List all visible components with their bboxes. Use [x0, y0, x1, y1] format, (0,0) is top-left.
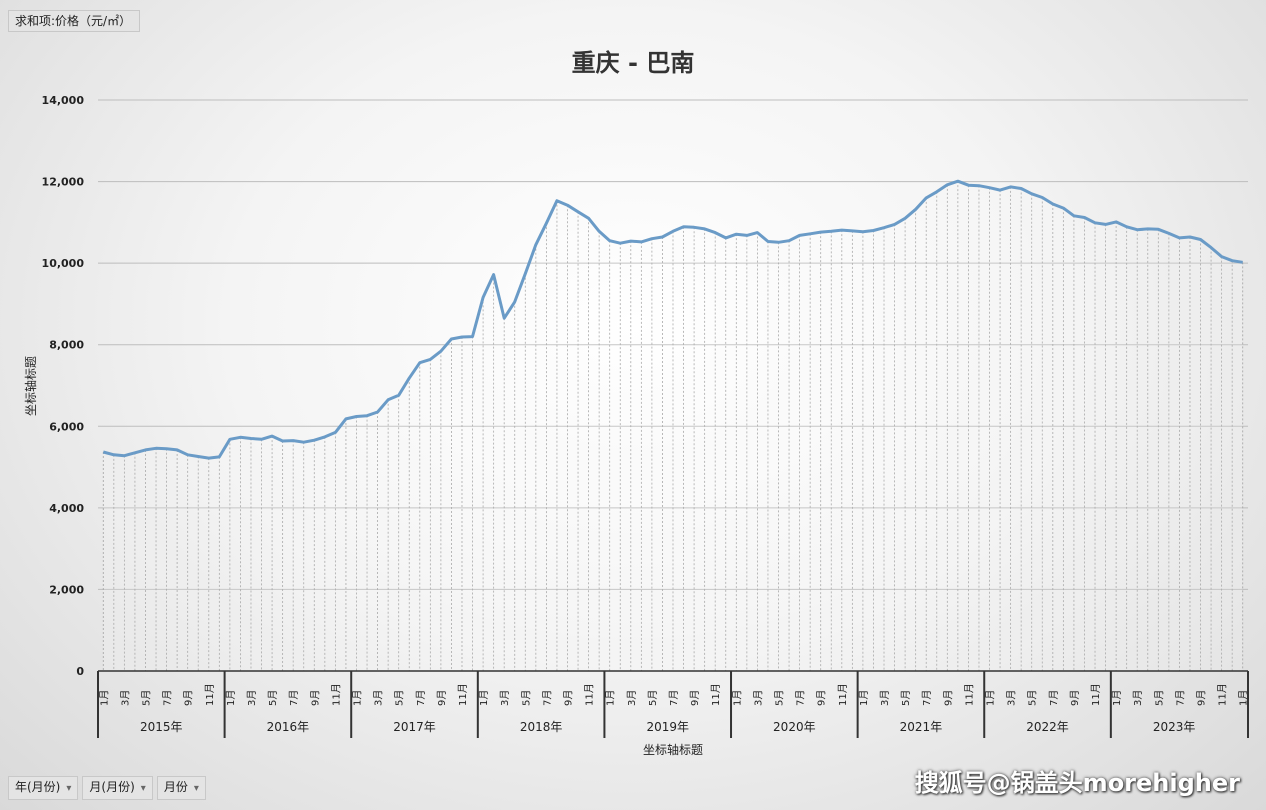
axis-field-date-label: 月份	[163, 780, 188, 794]
x-tick-label: 9月	[1196, 690, 1208, 706]
watermark: 搜狐号@锅盖头morehigher	[914, 769, 1240, 797]
year-label: 2022年	[1026, 720, 1069, 734]
x-tick-label: 1月	[1111, 690, 1123, 706]
year-label: 2021年	[900, 720, 943, 734]
x-tick-label: 3月	[626, 690, 638, 706]
year-label: 2020年	[773, 720, 816, 734]
x-tick-label: 1月	[98, 690, 110, 706]
x-tick-label: 3月	[879, 690, 891, 706]
x-tick-label: 5月	[647, 690, 659, 706]
y-tick-label: 14,000	[42, 94, 85, 107]
year-label: 2015年	[140, 720, 183, 734]
x-tick-label: 1月	[858, 690, 870, 706]
x-tick-label: 5月	[1153, 690, 1165, 706]
x-tick-label: 11月	[837, 683, 849, 706]
x-tick-label: 9月	[816, 690, 828, 706]
x-tick-label: 5月	[774, 690, 786, 706]
x-tick-label: 3月	[246, 690, 258, 706]
x-tick-label: 1月	[351, 690, 363, 706]
x-tick-label: 5月	[267, 690, 279, 706]
x-tick-label: 3月	[1132, 690, 1144, 706]
series-line	[102, 179, 1243, 460]
x-tick-label: 9月	[689, 690, 701, 706]
x-tick-label: 1月	[478, 690, 490, 706]
x-tick-label: 9月	[942, 690, 954, 706]
x-tick-label: 5月	[520, 690, 532, 706]
dropdown-icon: ▾	[140, 783, 146, 794]
x-tick-label: 1月	[1238, 690, 1250, 706]
x-tick-label: 11月	[963, 683, 975, 706]
series-group	[102, 179, 1243, 671]
x-tick-label: 9月	[562, 690, 574, 706]
year-label: 2023年	[1153, 720, 1196, 734]
y-tick-label: 10,000	[42, 257, 85, 270]
y-tick-label: 4,000	[49, 502, 84, 515]
y-tick-label: 12,000	[42, 176, 85, 189]
x-tick-label: 11月	[204, 683, 216, 706]
x-tick-label: 3月	[1006, 690, 1018, 706]
year-label: 2016年	[267, 720, 310, 734]
x-tick-label: 7月	[668, 690, 680, 706]
x-tick-label: 11月	[1217, 683, 1229, 706]
year-label: 2018年	[520, 720, 563, 734]
x-tick-label: 1月	[731, 690, 743, 706]
x-tick-label: 11月	[1090, 683, 1102, 706]
drop-lines	[102, 181, 1244, 671]
year-label: 2017年	[393, 720, 436, 734]
x-tick-label: 11月	[330, 683, 342, 706]
x-tick-label: 9月	[436, 690, 448, 706]
axis-field-month-label: 月(月份)	[89, 780, 135, 794]
axis-field-month-button[interactable]: 月(月份) ▾	[82, 776, 153, 800]
x-tick-label: 7月	[1048, 690, 1060, 706]
x-tick-label: 11月	[457, 683, 469, 706]
x-tick-label: 1月	[985, 690, 997, 706]
x-tick-label: 7月	[1174, 690, 1186, 706]
y-axis: 0 2,000 4,000 6,000 8,000 10,000 12,000 14,000	[42, 94, 85, 678]
dropdown-icon: ▾	[66, 783, 72, 794]
y-tick-label: 2,000	[49, 583, 84, 596]
x-tick-label: 9月	[1069, 690, 1081, 706]
x-tick-label: 3月	[752, 690, 764, 706]
chart-title: 重庆 - 巴南	[572, 49, 695, 77]
x-tick-label: 1月	[225, 690, 237, 706]
axis-field-buttons: 年(月份) ▾ 月(月份) ▾ 月份 ▾	[8, 776, 206, 800]
series-area	[103, 181, 1243, 671]
x-tick-label: 11月	[584, 683, 596, 706]
x-axis: 1月 3月 5月 7月 9月 11月 1月 3月 5月 7月 9月 11月 1月 3月 5月 7月 9月 11月 1…	[97, 670, 1250, 738]
x-tick-label: 11月	[710, 683, 722, 706]
x-tick-label: 3月	[499, 690, 511, 706]
year-label: 2019年	[646, 720, 689, 734]
y-tick-label: 6,000	[49, 420, 84, 433]
x-tick-label: 3月	[119, 690, 131, 706]
x-tick-label: 7月	[541, 690, 553, 706]
x-tick-label: 3月	[373, 690, 385, 706]
x-tick-label: 7月	[921, 690, 933, 706]
x-tick-label: 9月	[309, 690, 321, 706]
x-tick-label: 9月	[183, 690, 195, 706]
x-tick-label: 7月	[288, 690, 300, 706]
axis-field-date-button[interactable]: 月份 ▾	[156, 776, 206, 800]
x-tick-label: 5月	[140, 690, 152, 706]
axis-field-year-label: 年(月份)	[15, 780, 61, 794]
y-tick-label: 8,000	[49, 339, 84, 352]
x-tick-label: 7月	[795, 690, 807, 706]
y-axis-title: 坐标轴标题	[23, 356, 38, 416]
x-tick-label: 5月	[394, 690, 406, 706]
x-tick-label: 5月	[1027, 690, 1039, 706]
x-axis-title: 坐标轴标题	[643, 742, 703, 757]
axis-field-year-button[interactable]: 年(月份) ▾	[8, 776, 79, 800]
x-tick-label: 1月	[605, 690, 617, 706]
x-tick-label: 7月	[415, 690, 427, 706]
dropdown-icon: ▾	[193, 783, 199, 794]
x-tick-label: 5月	[900, 690, 912, 706]
x-tick-label: 7月	[162, 690, 174, 706]
value-field-button[interactable]: 求和项:价格（元/㎡）	[8, 10, 140, 32]
y-tick-label: 0	[76, 665, 84, 678]
